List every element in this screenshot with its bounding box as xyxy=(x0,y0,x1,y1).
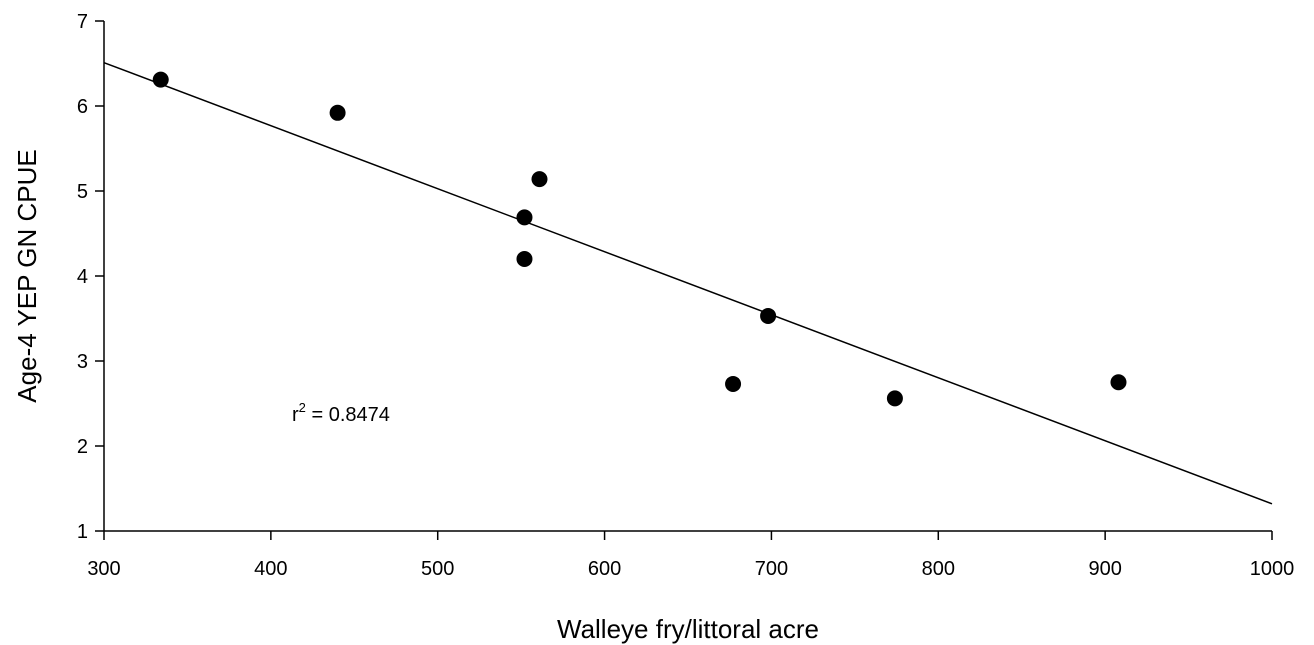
y-tick-label: 2 xyxy=(77,436,88,458)
data-point xyxy=(531,171,548,188)
y-tick-label: 6 xyxy=(77,96,88,118)
y-tick-label: 1 xyxy=(77,521,88,543)
x-tick-label: 300 xyxy=(87,558,120,580)
annotation-base: r xyxy=(292,404,299,426)
y-tick-label: 3 xyxy=(77,351,88,373)
x-tick-label: 800 xyxy=(922,558,955,580)
x-axis-title: Walleye fry/littoral acre xyxy=(557,614,819,644)
x-tick-label: 900 xyxy=(1088,558,1121,580)
x-tick-label: 1000 xyxy=(1250,558,1295,580)
annotation-sup: 2 xyxy=(299,400,306,415)
data-point xyxy=(886,390,903,407)
annotation: r2 = 0.8474 xyxy=(292,400,390,426)
data-point xyxy=(725,375,742,392)
y-tick-label: 4 xyxy=(77,266,88,288)
data-point xyxy=(516,251,533,267)
y-tick-label: 5 xyxy=(77,181,88,203)
data-point xyxy=(760,307,777,324)
y-axis-title: Age-4 YEP GN CPUE xyxy=(12,149,42,402)
data-point xyxy=(1110,374,1127,391)
x-tick-label: 600 xyxy=(588,558,621,580)
y-tick-label: 7 xyxy=(77,11,88,33)
x-tick-label: 400 xyxy=(254,558,287,580)
fit-line xyxy=(103,61,1273,505)
x-tick-label: 500 xyxy=(421,558,454,580)
annotation-text: = 0.8474 xyxy=(306,404,390,426)
data-point xyxy=(329,104,346,121)
data-point xyxy=(152,71,169,88)
x-tick-label: 700 xyxy=(755,558,788,580)
data-point xyxy=(516,209,533,226)
